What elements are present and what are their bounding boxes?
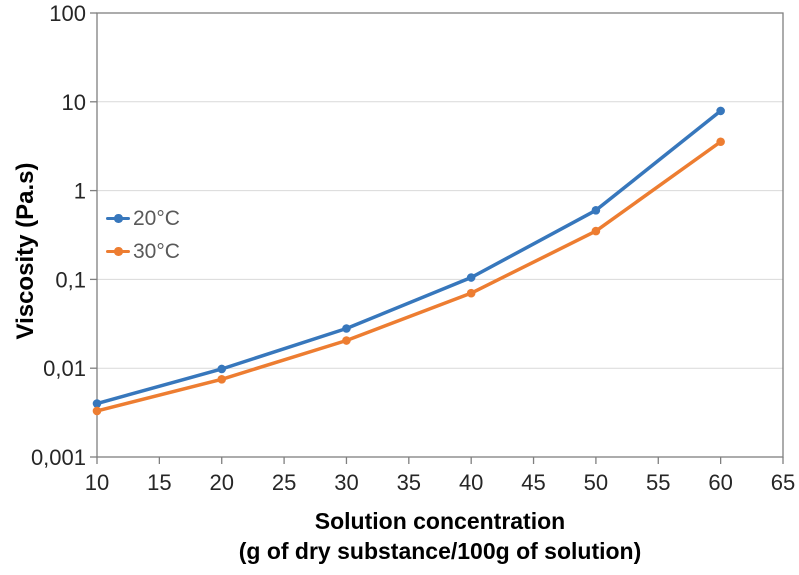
- series-line-30°C: [95, 139, 723, 413]
- data-point-20°C: [466, 273, 476, 282]
- legend-label-30c: 30°C: [133, 240, 180, 263]
- y-tick-label: 0,1: [55, 267, 86, 292]
- legend-item-30c: 30°C: [106, 240, 180, 263]
- data-point-20°C: [92, 399, 102, 408]
- x-axis-title: Solution concentration (g of dry substan…: [97, 506, 783, 566]
- legend-label-20c: 20°C: [133, 207, 180, 230]
- x-axis-title-line2: (g of dry substance/100g of solution): [238, 538, 642, 564]
- x-tick-label: 25: [272, 470, 296, 495]
- data-point-30°C: [217, 374, 227, 384]
- y-tick-label: 100: [49, 1, 86, 26]
- data-point-20°C: [716, 106, 725, 116]
- x-tick-label: 35: [397, 470, 421, 495]
- data-point-20°C: [591, 206, 601, 215]
- data-point-30°C: [716, 137, 725, 147]
- x-tick-label: 55: [646, 470, 670, 495]
- y-tick-label: 10: [62, 90, 86, 115]
- x-tick-label: 50: [584, 470, 608, 495]
- y-axis-title: Viscosity (Pa.s): [12, 162, 39, 340]
- plot-border: [96, 12, 784, 458]
- data-point-20°C: [217, 364, 227, 374]
- data-point-30°C: [591, 226, 601, 236]
- x-tick-label: 30: [334, 470, 358, 495]
- x-tick-label: 45: [521, 470, 545, 495]
- data-point-30°C: [92, 406, 102, 416]
- legend-swatch-30c-icon: [106, 247, 130, 257]
- data-point-20°C: [342, 324, 351, 333]
- legend-item-20c: 20°C: [106, 207, 180, 230]
- legend: 20°C 30°C: [106, 207, 180, 263]
- x-tick-label: 40: [459, 470, 483, 495]
- data-point-30°C: [342, 336, 351, 345]
- x-axis-title-line1: Solution concentration: [314, 508, 566, 534]
- x-tick-label: 10: [85, 470, 109, 495]
- x-tick-label: 60: [708, 470, 732, 495]
- data-point-30°C: [466, 288, 476, 298]
- series-line-20°C: [95, 109, 723, 406]
- x-tick-label: 65: [771, 470, 795, 495]
- y-tick-label: 0,01: [43, 356, 86, 381]
- x-tick-label: 20: [209, 470, 233, 495]
- x-tick-label: 15: [147, 470, 171, 495]
- legend-swatch-20c-icon: [106, 214, 130, 224]
- y-tick-label: 0,001: [31, 445, 86, 470]
- y-tick-label: 1: [74, 179, 86, 204]
